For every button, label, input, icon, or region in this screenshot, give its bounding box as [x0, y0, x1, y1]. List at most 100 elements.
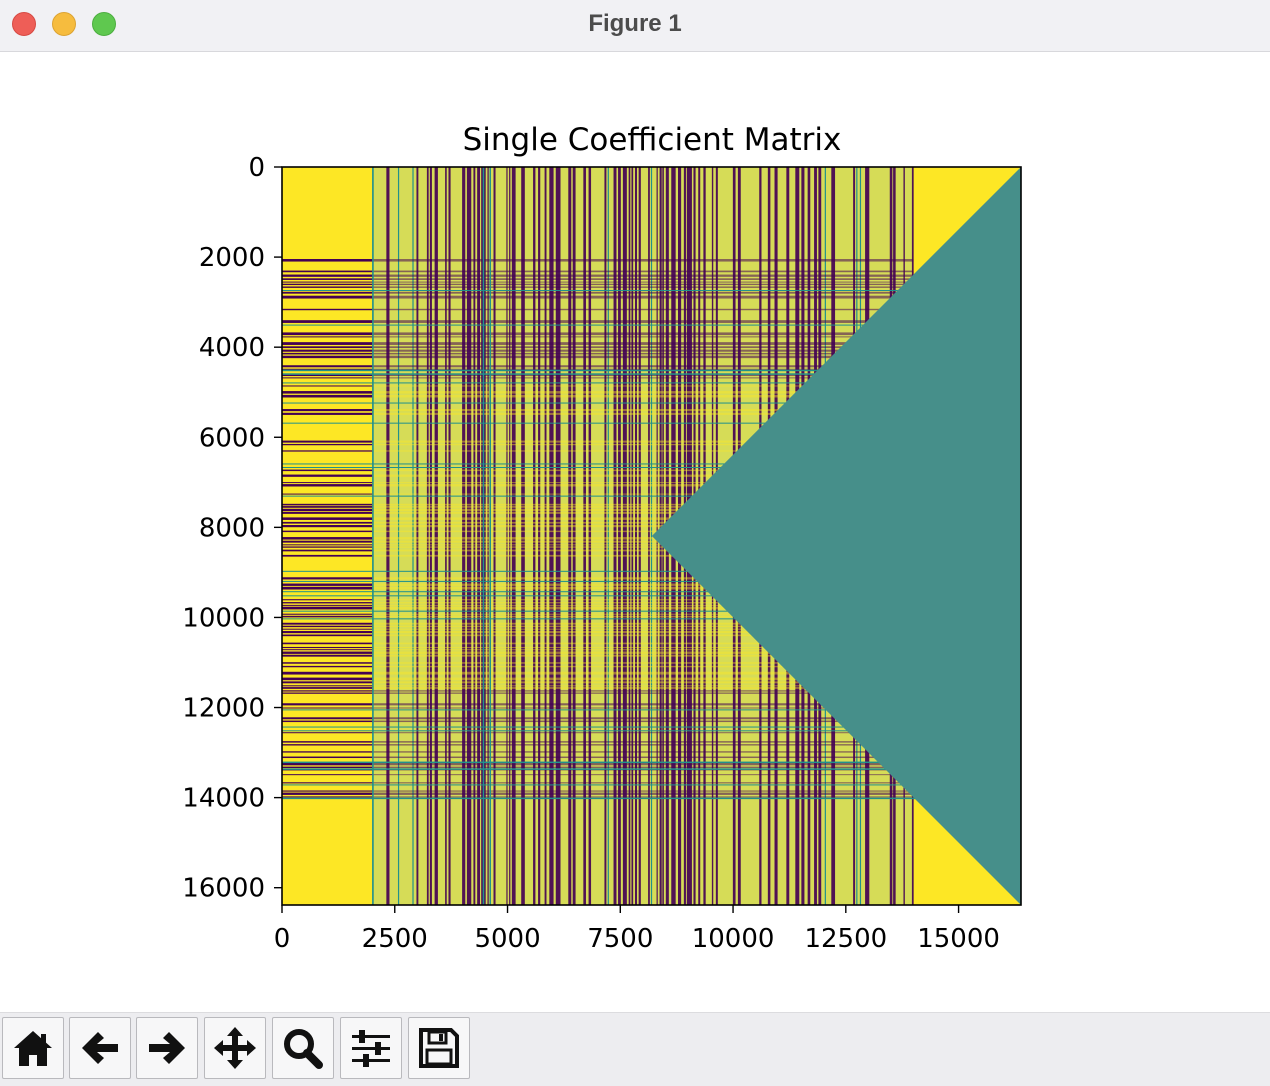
row-stripe — [282, 602, 373, 604]
y-tick-label: 0 — [248, 153, 265, 183]
row-stripe — [282, 355, 373, 359]
row-stripe — [372, 352, 914, 355]
zoom-button[interactable] — [272, 1017, 334, 1079]
row-stripe — [372, 631, 914, 634]
column-stripe — [549, 167, 554, 905]
row-stripe — [372, 692, 914, 694]
row-stripe — [372, 508, 914, 512]
row-stripe — [282, 274, 373, 277]
column-stripe — [555, 167, 561, 905]
zoom-window-button[interactable] — [92, 12, 116, 36]
x-tick-label: 10000 — [692, 924, 775, 954]
row-stripe — [372, 377, 914, 379]
teal-row-line — [282, 768, 1021, 770]
chart-title: Single Coefficient Matrix — [463, 122, 842, 158]
column-stripe — [521, 167, 525, 905]
row-stripe — [372, 662, 914, 664]
row-stripe — [282, 580, 914, 582]
configure-subplots-button[interactable] — [340, 1017, 402, 1079]
y-tick-label: 6000 — [199, 423, 265, 453]
row-stripe — [282, 320, 373, 323]
row-stripe — [372, 412, 914, 415]
row-stripe — [282, 506, 373, 508]
home-button[interactable] — [2, 1017, 64, 1079]
y-tick-label: 8000 — [199, 513, 265, 543]
row-stripe — [282, 618, 914, 620]
row-stripe — [282, 463, 914, 465]
close-window-button[interactable] — [12, 12, 36, 36]
column-stripe — [434, 167, 438, 905]
row-stripe — [282, 717, 373, 720]
row-stripe — [282, 259, 373, 262]
row-stripe — [282, 352, 373, 355]
row-stripe — [282, 503, 373, 506]
column-stripe — [607, 167, 609, 905]
column-stripe — [412, 167, 414, 905]
row-stripe — [282, 349, 373, 352]
row-stripe — [372, 530, 914, 533]
row-stripe — [372, 517, 914, 520]
column-stripe — [426, 167, 429, 905]
row-stripe — [282, 687, 373, 689]
row-stripe — [372, 291, 914, 294]
x-tick-label: 0 — [274, 924, 291, 954]
row-stripe — [282, 295, 373, 299]
row-stripe — [282, 631, 373, 634]
row-stripe — [372, 308, 914, 311]
pan-button[interactable] — [204, 1017, 266, 1079]
row-stripe — [372, 707, 914, 709]
row-stripe — [282, 707, 373, 709]
teal-row-line — [282, 369, 1021, 372]
row-stripe — [372, 756, 914, 759]
teal-column-line — [489, 167, 491, 905]
row-stripe — [282, 493, 373, 495]
row-stripe — [282, 792, 373, 795]
column-stripe — [604, 167, 607, 905]
row-stripe — [372, 503, 914, 506]
forward-button[interactable] — [136, 1017, 198, 1079]
row-stripe — [282, 495, 914, 497]
row-stripe — [372, 469, 914, 472]
row-stripe — [282, 283, 373, 286]
row-stripe — [282, 654, 373, 657]
row-stripe — [372, 604, 914, 606]
y-tick-label: 2000 — [199, 243, 265, 273]
row-stripe — [282, 544, 373, 546]
row-stripe — [372, 602, 914, 604]
row-stripe — [282, 554, 373, 557]
row-stripe — [372, 281, 914, 283]
row-stripe — [282, 524, 373, 528]
row-stripe — [372, 577, 914, 580]
row-stripe — [372, 394, 914, 398]
row-stripe — [372, 540, 914, 543]
row-stripe — [372, 443, 914, 446]
row-stripe — [372, 766, 914, 769]
row-stripe — [282, 342, 373, 345]
back-button[interactable] — [69, 1017, 131, 1079]
column-stripe — [618, 167, 621, 905]
row-stripe — [282, 690, 373, 692]
row-stripe — [372, 665, 914, 668]
row-stripe — [372, 717, 914, 720]
row-stripe — [372, 651, 914, 654]
row-stripe — [282, 762, 373, 766]
row-stripe — [282, 484, 373, 487]
row-stripe — [372, 295, 914, 299]
row-stripe — [372, 544, 914, 546]
row-stripe — [282, 692, 373, 694]
column-stripe — [650, 167, 653, 905]
row-stripe — [282, 766, 373, 769]
row-stripe — [282, 642, 373, 645]
row-stripe — [372, 792, 914, 795]
row-stripe — [372, 493, 914, 495]
row-stripe — [282, 278, 373, 280]
row-stripe — [372, 782, 914, 784]
row-stripe — [372, 484, 914, 487]
row-stripe — [282, 391, 373, 394]
minimize-window-button[interactable] — [52, 12, 76, 36]
row-stripe — [372, 628, 914, 630]
row-stripe — [282, 709, 914, 711]
row-stripe — [282, 628, 373, 630]
row-stripe — [372, 606, 914, 610]
save-button[interactable] — [408, 1017, 470, 1079]
